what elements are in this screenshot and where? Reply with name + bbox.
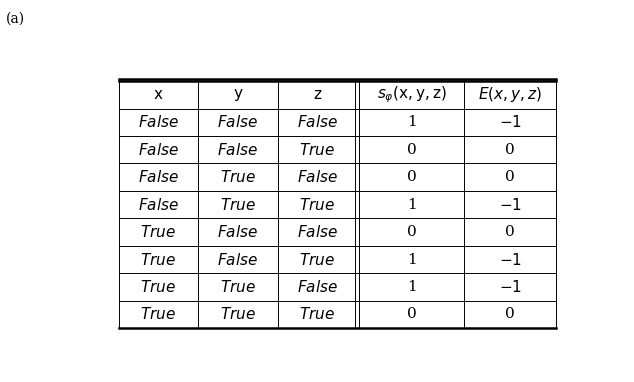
Text: $\mathit{True}$: $\mathit{True}$ <box>299 197 335 213</box>
Text: 0: 0 <box>505 308 515 322</box>
Text: $\mathit{False}$: $\mathit{False}$ <box>138 142 179 158</box>
Text: $\mathit{True}$: $\mathit{True}$ <box>140 224 176 240</box>
Text: $-1$: $-1$ <box>498 252 522 267</box>
Text: $-1$: $-1$ <box>498 114 522 130</box>
Text: $\mathrm{y}$: $\mathrm{y}$ <box>233 87 243 103</box>
Text: $\mathit{False}$: $\mathit{False}$ <box>217 224 258 240</box>
Text: $\mathit{False}$: $\mathit{False}$ <box>138 114 179 130</box>
Text: 0: 0 <box>407 308 417 322</box>
Text: 0: 0 <box>407 225 417 239</box>
Text: 0: 0 <box>505 170 515 184</box>
Text: $\mathrm{x}$: $\mathrm{x}$ <box>153 88 164 102</box>
Text: 0: 0 <box>505 143 515 157</box>
Text: 0: 0 <box>407 170 417 184</box>
Text: $E(x,y,z)$: $E(x,y,z)$ <box>478 85 542 104</box>
Text: 1: 1 <box>407 280 417 294</box>
Text: $\mathit{True}$: $\mathit{True}$ <box>220 306 256 322</box>
Text: $s_{\varphi}(\mathrm{x,y,z})$: $s_{\varphi}(\mathrm{x,y,z})$ <box>377 84 446 105</box>
Text: $\mathit{False}$: $\mathit{False}$ <box>138 197 179 213</box>
Text: (a): (a) <box>6 11 25 26</box>
Text: $\mathit{False}$: $\mathit{False}$ <box>297 114 338 130</box>
Text: $\mathit{True}$: $\mathit{True}$ <box>299 306 335 322</box>
Text: $\mathit{False}$: $\mathit{False}$ <box>297 279 338 295</box>
Text: 1: 1 <box>407 197 417 212</box>
Text: $\mathit{False}$: $\mathit{False}$ <box>297 224 338 240</box>
Text: $\mathit{True}$: $\mathit{True}$ <box>299 142 335 158</box>
Text: $\mathit{True}$: $\mathit{True}$ <box>220 169 256 185</box>
Text: $\mathit{True}$: $\mathit{True}$ <box>140 306 176 322</box>
Text: 0: 0 <box>407 143 417 157</box>
Text: $\mathit{True}$: $\mathit{True}$ <box>140 279 176 295</box>
Text: $\mathit{False}$: $\mathit{False}$ <box>217 114 258 130</box>
Text: $\mathit{False}$: $\mathit{False}$ <box>138 169 179 185</box>
Text: $\mathrm{z}$: $\mathrm{z}$ <box>313 88 322 102</box>
Text: $\mathit{False}$: $\mathit{False}$ <box>297 169 338 185</box>
Text: $\mathit{True}$: $\mathit{True}$ <box>299 252 335 267</box>
Text: 1: 1 <box>407 253 417 267</box>
Text: $\mathit{False}$: $\mathit{False}$ <box>217 252 258 267</box>
Text: $\mathit{False}$: $\mathit{False}$ <box>217 142 258 158</box>
Text: $-1$: $-1$ <box>498 197 522 213</box>
Text: 0: 0 <box>505 225 515 239</box>
Text: $\mathit{True}$: $\mathit{True}$ <box>220 279 256 295</box>
Text: $\mathit{True}$: $\mathit{True}$ <box>220 197 256 213</box>
Text: $-1$: $-1$ <box>498 279 522 295</box>
Text: $\mathit{True}$: $\mathit{True}$ <box>140 252 176 267</box>
Text: 1: 1 <box>407 115 417 129</box>
